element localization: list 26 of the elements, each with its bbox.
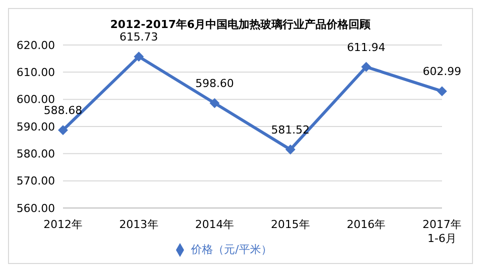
y-tick-label: 610.00 xyxy=(16,66,55,80)
point xyxy=(210,98,220,108)
x-tick-label: 2014年 xyxy=(195,218,234,231)
x-tick-label: 2013年 xyxy=(119,218,158,231)
x-tick-label: 2012年 xyxy=(44,218,82,231)
y-tick-label: 570.00 xyxy=(16,174,55,188)
data-label: 588.68 xyxy=(44,104,82,118)
point xyxy=(285,144,296,155)
y-tick-label: 620.00 xyxy=(16,38,55,52)
point xyxy=(361,62,372,72)
y-tick-label: 560.00 xyxy=(16,202,55,215)
point xyxy=(437,86,447,96)
x-tick-label: 2015年 xyxy=(270,218,310,231)
data-label: 615.73 xyxy=(120,30,158,44)
data-label: 598.60 xyxy=(195,77,234,90)
legend-label: 价格（元/平米） xyxy=(191,243,272,256)
x-tick-label: 2016年 xyxy=(346,218,386,231)
x-tick-label: 2017年 1-6月 xyxy=(422,218,462,245)
y-tick-label: 580.00 xyxy=(16,148,55,161)
chart-title: 2012-2017年6月中国电加热玻璃行业产品价格回顾 xyxy=(109,17,372,31)
data-label: 602.99 xyxy=(422,65,462,78)
y-tick-label: 600.00 xyxy=(16,93,55,106)
y-tick-label: 590.00 xyxy=(16,120,55,134)
point xyxy=(134,52,144,62)
point xyxy=(58,125,68,136)
data-label: 611.94 xyxy=(346,40,386,54)
